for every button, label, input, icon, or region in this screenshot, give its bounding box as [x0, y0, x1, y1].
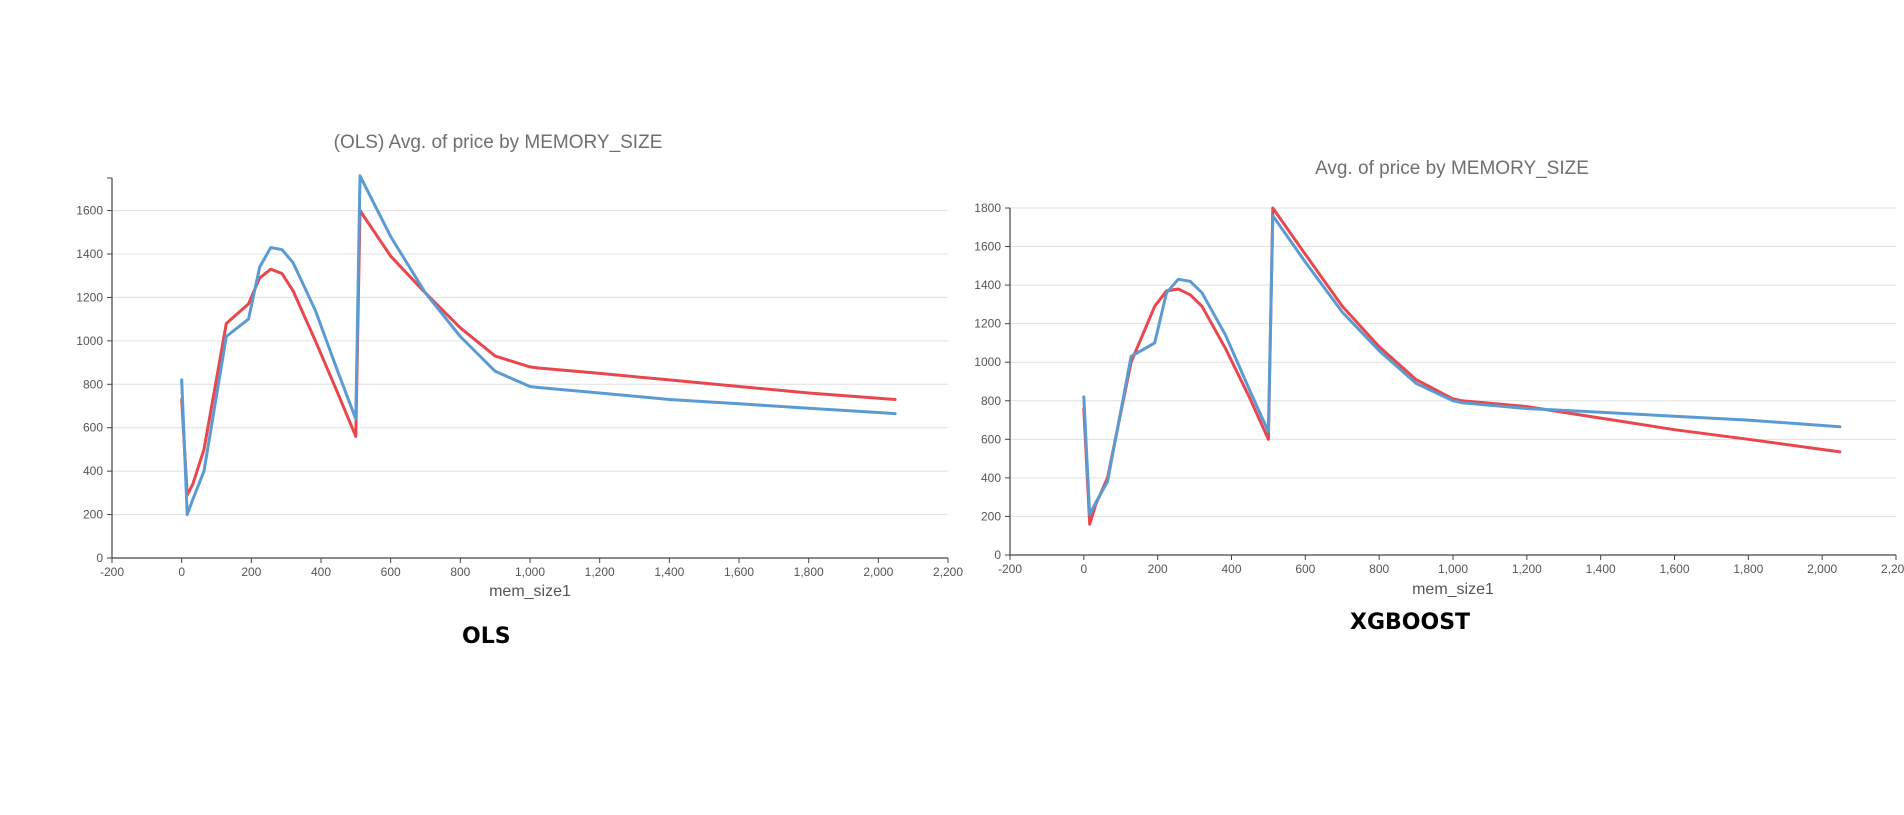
- x-tick-label: 600: [381, 565, 401, 579]
- x-tick-label: 1,800: [794, 565, 824, 579]
- chart-title: Avg. of price by MEMORY_SIZE: [1315, 158, 1589, 179]
- y-tick-label: 800: [981, 394, 1001, 408]
- y-tick-label: 400: [83, 464, 103, 478]
- y-tick-label: 1400: [974, 278, 1001, 292]
- xgboost-chart: 0 200 400 600 800 1000 1200 1400 1600 1800 -200 0 20…: [955, 0, 1904, 620]
- y-tick-label: 1600: [974, 240, 1001, 254]
- y-tick-label: 1600: [76, 204, 103, 218]
- y-tick-label: 1200: [76, 290, 103, 304]
- y-tick-label: 1400: [76, 247, 103, 261]
- x-tick-label: 1,000: [1438, 562, 1468, 576]
- ols-chart: 0 200 400 600 800 1000 1200 1400 1600 -200 0 200 400…: [0, 0, 970, 620]
- x-tick-label: 1,000: [515, 565, 545, 579]
- x-tick-label: 1,400: [1586, 562, 1616, 576]
- x-tick-label: -200: [100, 565, 124, 579]
- x-tick-label: 800: [1369, 562, 1389, 576]
- y-tick-label: 400: [981, 471, 1001, 485]
- y-tick-label: 800: [83, 377, 103, 391]
- series-line-1: [180, 174, 897, 517]
- ols-caption: OLS: [462, 624, 511, 649]
- y-tick-label: 1000: [76, 334, 103, 348]
- x-tick-label: 400: [311, 565, 331, 579]
- x-tick-label: 1,200: [1512, 562, 1542, 576]
- x-tick-label: 2,200: [933, 565, 963, 579]
- y-tick-label: 1000: [974, 355, 1001, 369]
- x-axis-label: mem_size1: [1412, 581, 1494, 598]
- x-tick-label: 400: [1221, 562, 1241, 576]
- y-tick-label: 1800: [974, 201, 1001, 215]
- series-line-0: [1082, 206, 1842, 526]
- x-tick-label: 0: [178, 565, 185, 579]
- x-tick-label: 800: [450, 565, 470, 579]
- x-tick-label: 1,600: [1659, 562, 1689, 576]
- y-tick-label: 200: [981, 509, 1001, 523]
- x-tick-label: 200: [241, 565, 261, 579]
- x-tick-label: 1,200: [585, 565, 615, 579]
- x-tick-label: 1,600: [724, 565, 754, 579]
- xgboost-caption: XGBOOST: [1350, 610, 1471, 635]
- x-tick-label: 1,800: [1733, 562, 1763, 576]
- x-tick-label: 1,400: [654, 565, 684, 579]
- chart-title: (OLS) Avg. of price by MEMORY_SIZE: [334, 132, 663, 153]
- x-tick-label: 2,000: [863, 565, 893, 579]
- y-tick-label: 0: [96, 551, 103, 565]
- series-line-0: [180, 209, 897, 497]
- y-tick-label: 1200: [974, 317, 1001, 331]
- x-axis-label: mem_size1: [489, 583, 571, 600]
- series-line-1: [1082, 214, 1842, 516]
- y-tick-label: 600: [83, 421, 103, 435]
- y-tick-label: 0: [994, 548, 1001, 562]
- x-tick-label: 2,200: [1881, 562, 1904, 576]
- x-tick-label: -200: [998, 562, 1022, 576]
- x-tick-label: 0: [1080, 562, 1087, 576]
- x-tick-label: 600: [1295, 562, 1315, 576]
- y-tick-label: 200: [83, 508, 103, 522]
- x-tick-label: 200: [1148, 562, 1168, 576]
- y-tick-label: 600: [981, 432, 1001, 446]
- x-tick-label: 2,000: [1807, 562, 1837, 576]
